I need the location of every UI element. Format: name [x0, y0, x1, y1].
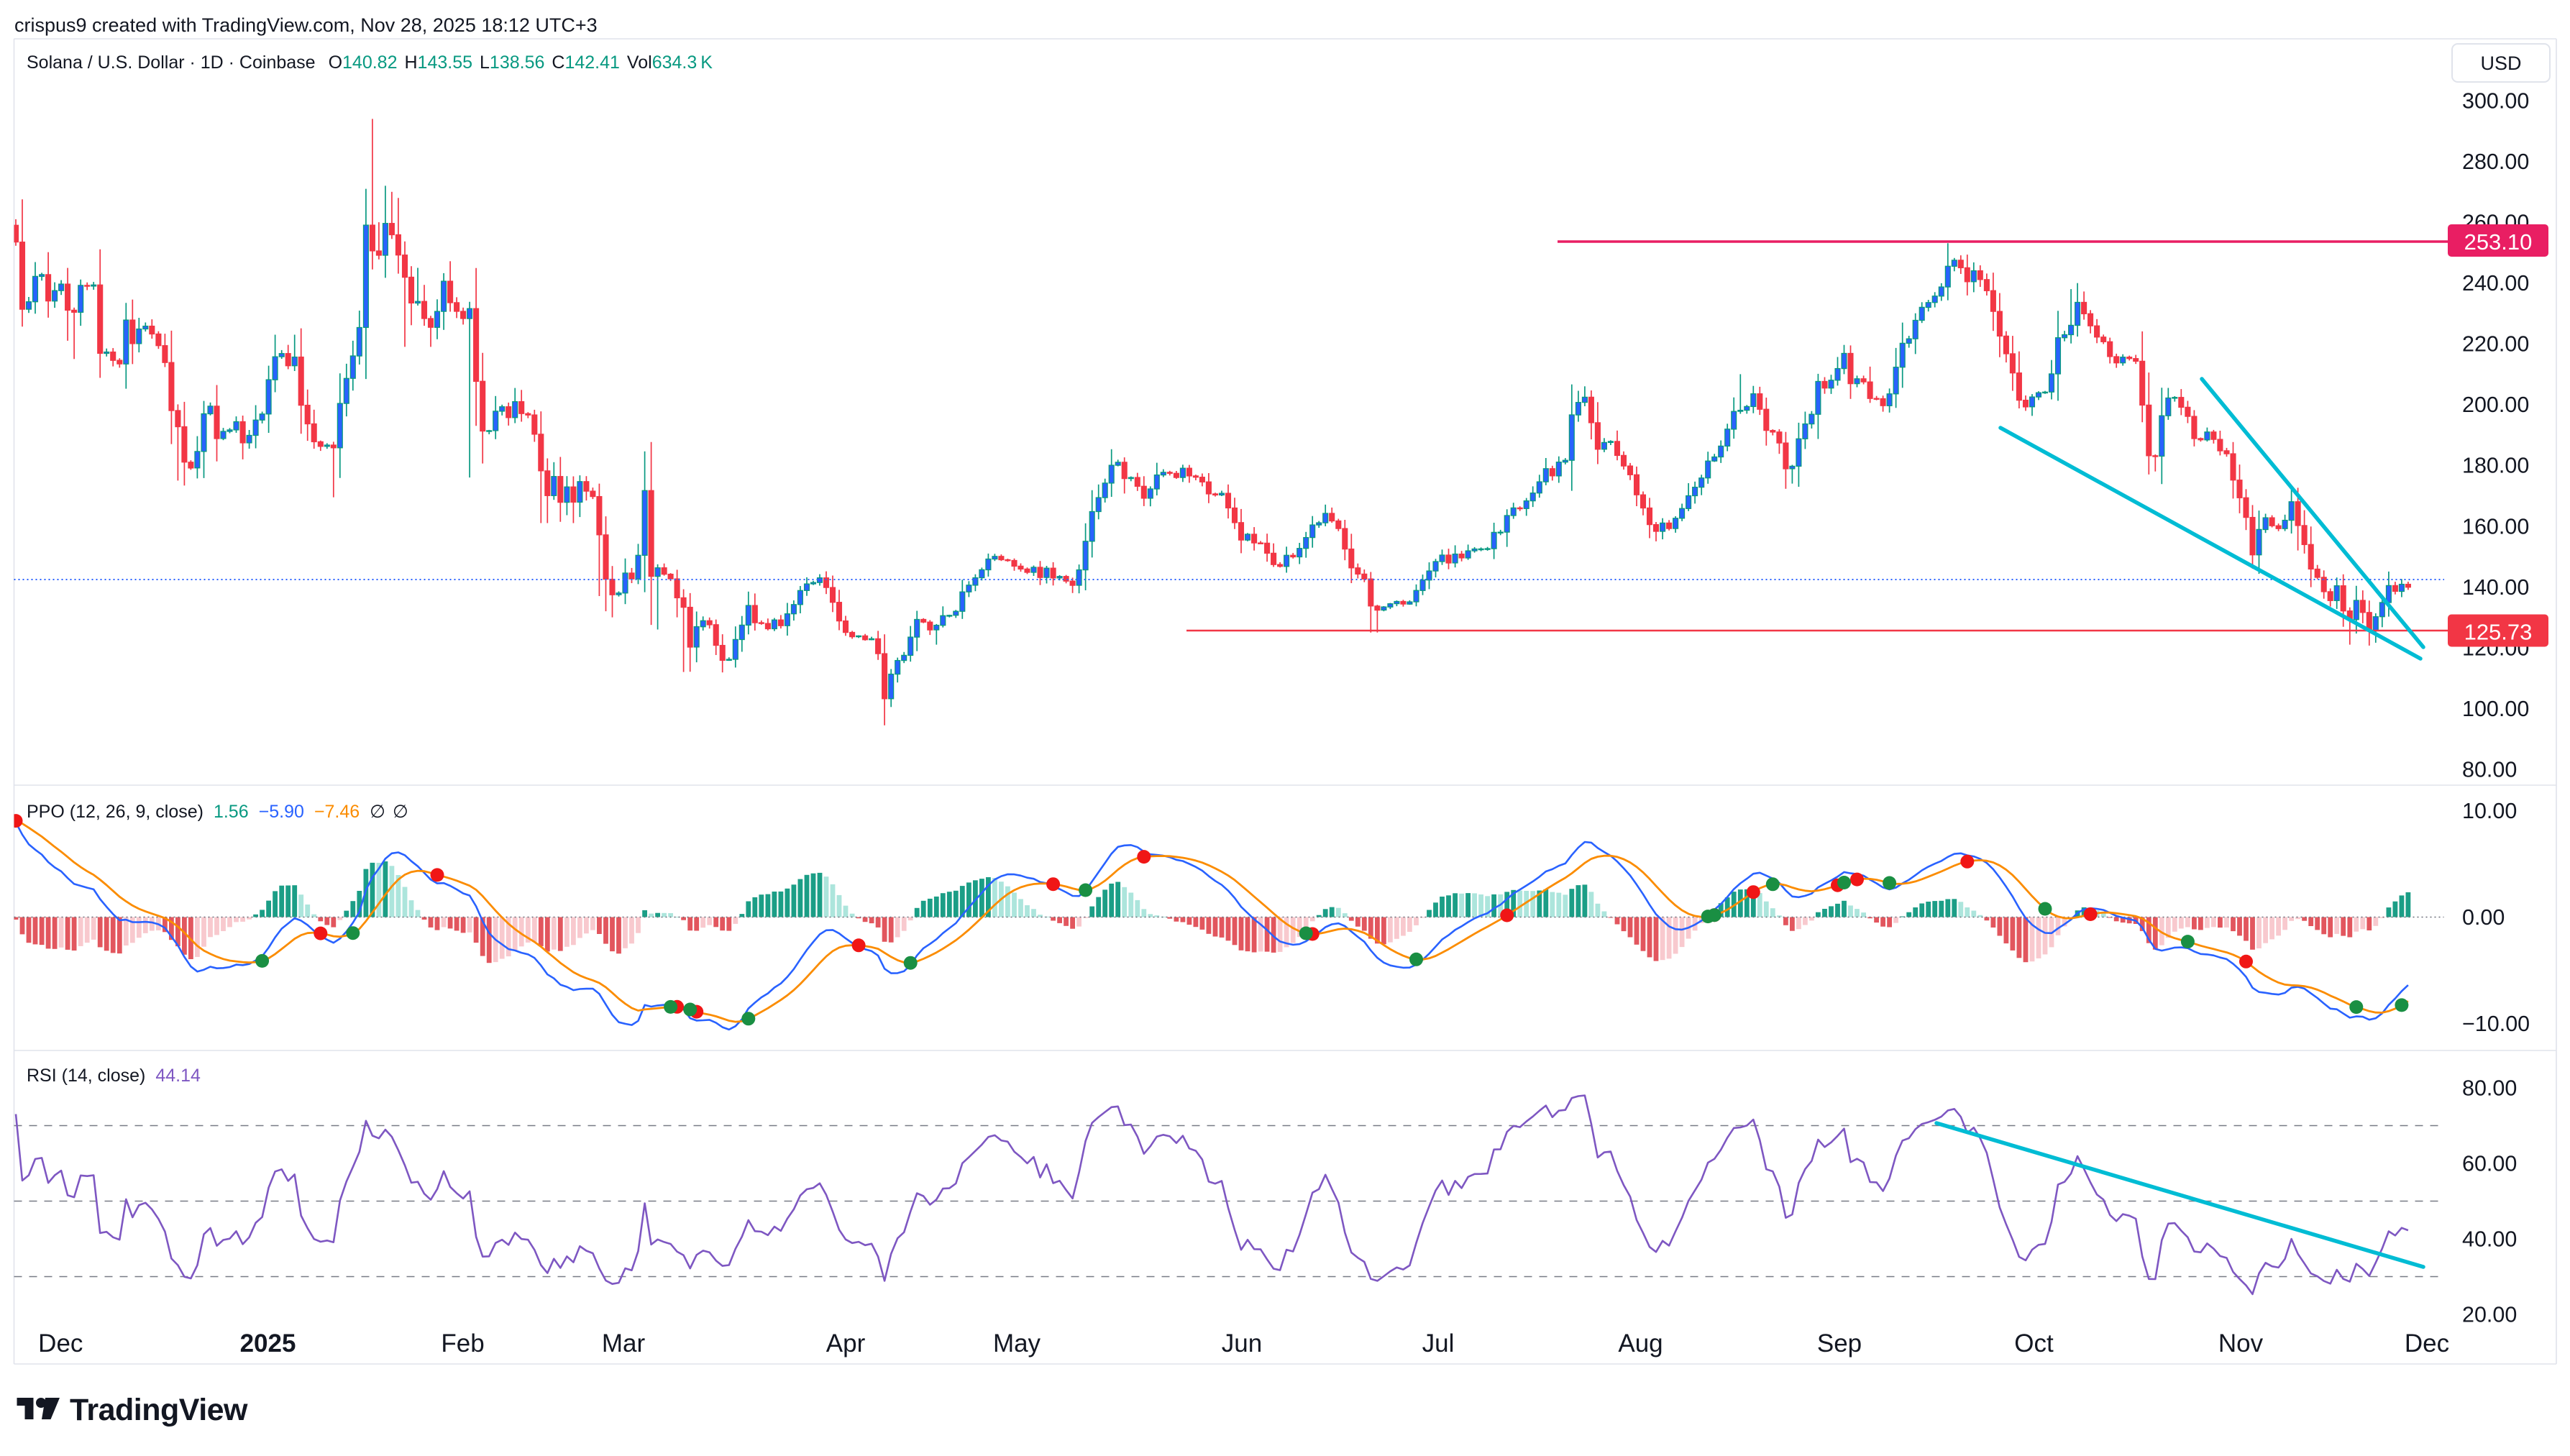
svg-text:220.00: 220.00	[2462, 332, 2529, 357]
svg-text:140.00: 140.00	[2462, 575, 2529, 600]
svg-text:Oct: Oct	[2014, 1329, 2054, 1357]
svg-text:May: May	[993, 1329, 1041, 1357]
svg-text:0.00: 0.00	[2462, 905, 2505, 930]
svg-text:Jul: Jul	[1422, 1329, 1455, 1357]
svg-text:200.00: 200.00	[2462, 393, 2529, 417]
svg-text:RSI (14, close)44.14: RSI (14, close) 44.14	[27, 1066, 201, 1086]
svg-text:−10.00: −10.00	[2462, 1012, 2530, 1036]
svg-text:80.00: 80.00	[2462, 757, 2517, 782]
svg-text:TradingView: TradingView	[70, 1393, 248, 1427]
svg-text:60.00: 60.00	[2462, 1152, 2517, 1176]
svg-text:20.00: 20.00	[2462, 1303, 2517, 1327]
svg-text:Feb: Feb	[441, 1329, 484, 1357]
svg-text:253.10: 253.10	[2464, 229, 2533, 255]
svg-text:Mar: Mar	[602, 1329, 646, 1357]
svg-text:Dec: Dec	[38, 1329, 83, 1357]
svg-text:300.00: 300.00	[2462, 89, 2529, 114]
svg-text:240.00: 240.00	[2462, 271, 2529, 296]
svg-text:10.00: 10.00	[2462, 799, 2517, 823]
svg-text:Dec: Dec	[2405, 1329, 2449, 1357]
svg-text:PPO (12, 26, 9, close)1.56−5.9: PPO (12, 26, 9, close) 1.56 −5.90 −7.46 ∅ ∅	[27, 802, 408, 822]
svg-text:2025: 2025	[240, 1329, 296, 1357]
svg-text:Solana / U.S. Dollar · 1D · Co: Solana / U.S. Dollar · 1D · Coinbase O140…	[27, 52, 713, 73]
svg-text:280.00: 280.00	[2462, 150, 2529, 174]
svg-text:Jun: Jun	[1222, 1329, 1262, 1357]
svg-text:160.00: 160.00	[2462, 514, 2529, 539]
svg-text:180.00: 180.00	[2462, 454, 2529, 478]
svg-text:100.00: 100.00	[2462, 697, 2529, 721]
svg-text:Aug: Aug	[1618, 1329, 1663, 1357]
svg-text:125.73: 125.73	[2464, 620, 2533, 645]
svg-text:40.00: 40.00	[2462, 1227, 2517, 1252]
svg-text:Nov: Nov	[2218, 1329, 2264, 1357]
svg-text:Apr: Apr	[826, 1329, 866, 1357]
svg-text:80.00: 80.00	[2462, 1076, 2517, 1101]
svg-text:crispus9 created with TradingV: crispus9 created with TradingView.com, N…	[14, 14, 598, 36]
svg-text:USD: USD	[2480, 52, 2521, 74]
svg-text:Sep: Sep	[1817, 1329, 1862, 1357]
